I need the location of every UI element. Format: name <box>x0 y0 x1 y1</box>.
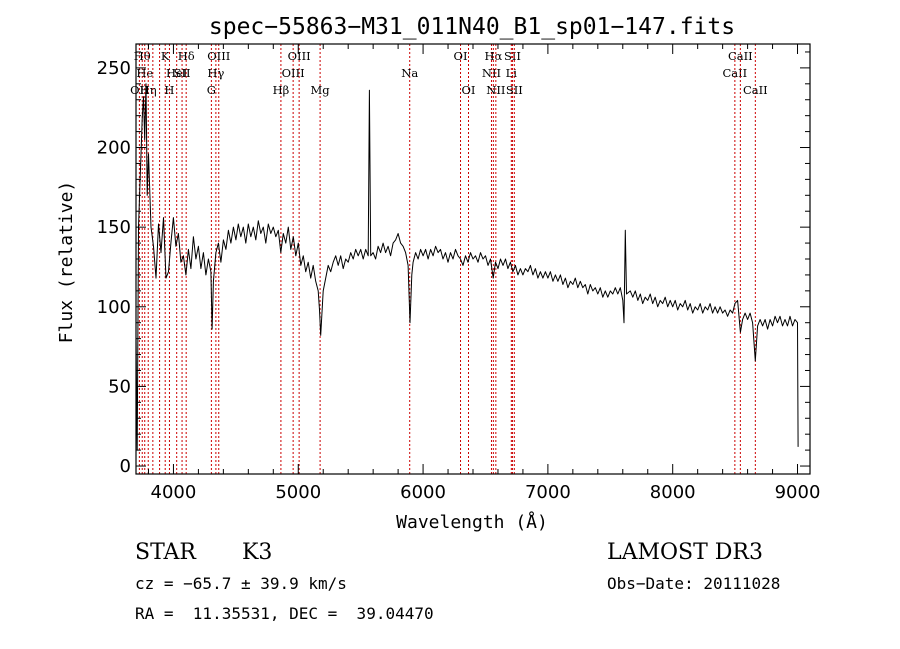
line-marker-label: CaII <box>728 49 753 63</box>
line-markers: OIIHθHeHηKHHeISIIHδGHγOIIIHβOIIIOIIIMgNa… <box>130 44 768 474</box>
x-tick-label: 5000 <box>275 482 321 503</box>
line-marker-label: CaII <box>722 66 747 80</box>
line-marker-label: Hα <box>484 49 502 63</box>
line-marker-label: SII <box>174 66 191 80</box>
line-marker-label: Hβ <box>273 83 290 97</box>
x-tick-label: 9000 <box>775 482 821 503</box>
line-marker-label: NII <box>486 83 505 97</box>
line-marker-label: SII <box>504 49 521 63</box>
y-tick-label: 250 <box>97 58 131 79</box>
line-marker-label: Hγ <box>207 66 224 80</box>
line-marker-label: Hθ <box>134 49 151 63</box>
line-marker-label: OIII <box>288 49 311 63</box>
observation-date: Obs−Date: 20111028 <box>607 574 781 593</box>
line-marker-label: Na <box>401 66 418 80</box>
coordinates: RA = 11.35531, DEC = 39.04470 <box>135 604 434 623</box>
y-tick-label: 150 <box>97 217 131 238</box>
line-marker-label: OIII <box>282 66 305 80</box>
line-marker-label: K <box>161 49 170 63</box>
line-marker-label: G <box>207 83 216 97</box>
object-class: STAR <box>135 540 196 565</box>
y-axis-label: Flux (relative) <box>56 181 77 344</box>
line-marker-label: He <box>136 66 153 80</box>
line-marker-label: H <box>164 83 174 97</box>
y-tick-label: 0 <box>120 456 131 477</box>
x-tick-label: 7000 <box>525 482 571 503</box>
line-marker-label: Li <box>506 66 518 80</box>
chart-title: spec−55863−M31_011N40_B1_sp01−147.fits <box>209 14 735 40</box>
line-marker-label: OII <box>130 83 149 97</box>
y-tick-label: 50 <box>108 376 131 397</box>
line-marker-label: Hη <box>140 83 157 97</box>
line-marker-label: Mg <box>311 83 331 97</box>
x-axis-label: Wavelength (Å) <box>396 511 548 533</box>
series-line-flux <box>135 83 799 451</box>
x-tick-label: 8000 <box>650 482 696 503</box>
series-layer <box>135 83 799 451</box>
y-tick-label: 200 <box>97 138 131 159</box>
axis-ticks: 4000 5000 6000 7000 8000 9000 0 50 100 150 200 250 <box>97 44 821 503</box>
line-marker-label: OIII <box>207 49 230 63</box>
line-marker-label: OI <box>462 83 476 97</box>
object-subclass: K3 <box>242 540 273 565</box>
x-tick-label: 6000 <box>400 482 446 503</box>
x-tick-label: 4000 <box>151 482 197 503</box>
line-marker-label: CaII <box>743 83 768 97</box>
y-tick-label: 100 <box>97 297 131 318</box>
redshift-cz: cz = −65.7 ± 39.9 km/s <box>135 574 347 593</box>
line-marker-label: NII <box>482 66 501 80</box>
survey-name: LAMOST DR3 <box>607 540 763 565</box>
line-marker-label: SII <box>506 83 523 97</box>
line-marker-label: OI <box>454 49 468 63</box>
line-marker-label: Hδ <box>178 49 195 63</box>
